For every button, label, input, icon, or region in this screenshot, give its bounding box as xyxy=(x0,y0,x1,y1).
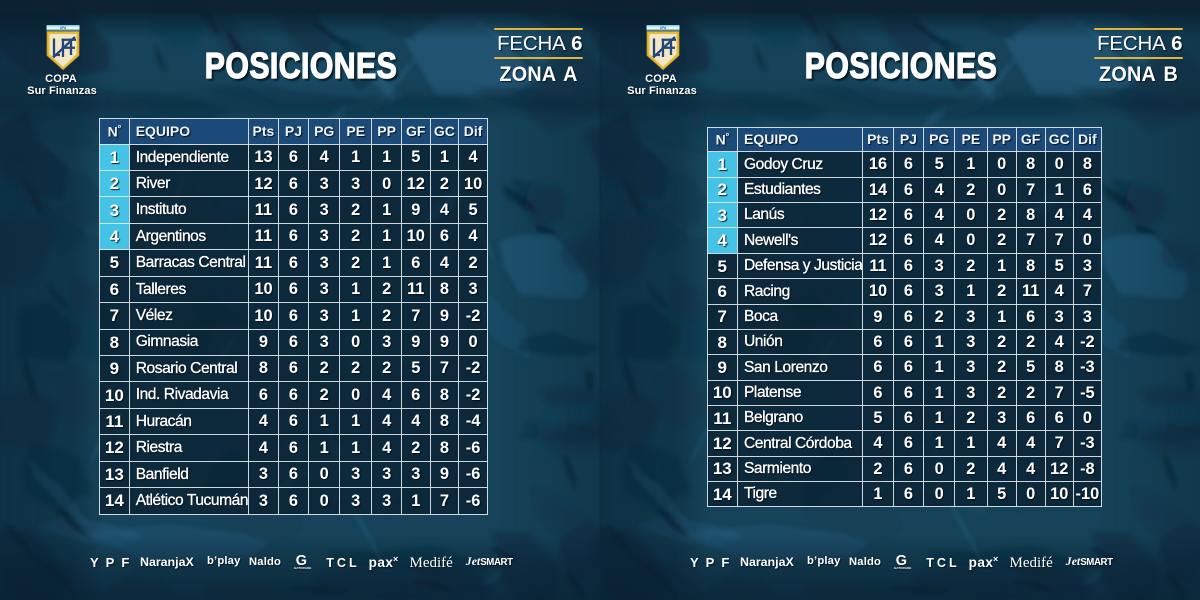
svg-text:AFA: AFA xyxy=(659,25,666,29)
svg-text:AFA: AFA xyxy=(59,25,66,29)
